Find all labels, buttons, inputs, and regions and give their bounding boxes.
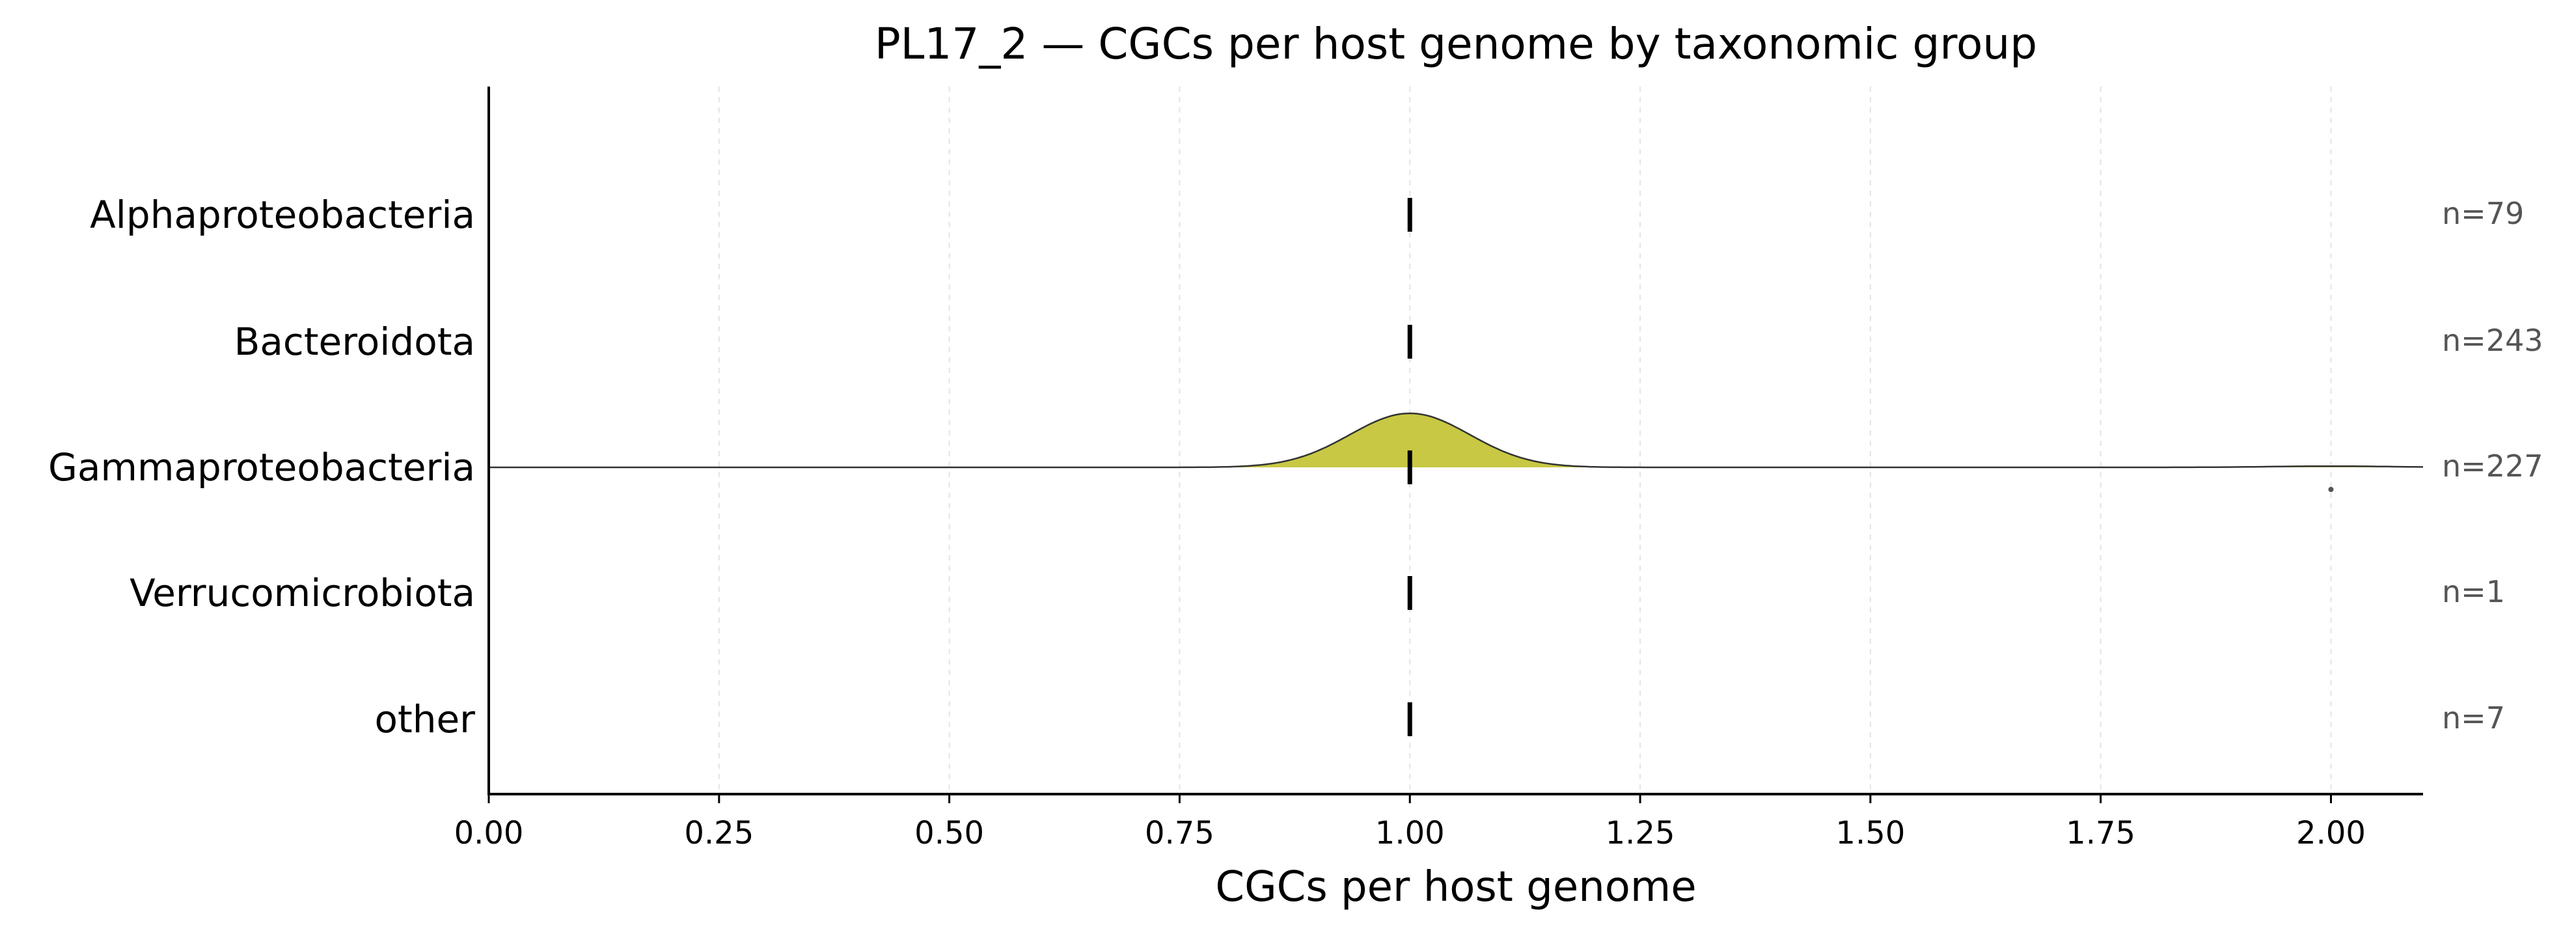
grid-lines (718, 87, 2332, 794)
x-tick-label: 1.25 (1606, 815, 1675, 851)
count-label: n=243 (2442, 323, 2543, 358)
x-tick-label: 1.50 (1835, 815, 1905, 851)
chart-title: PL17_2 — CGCs per host genome by taxonom… (875, 19, 2037, 69)
x-tick-label: 0.25 (684, 815, 754, 851)
x-tick-label: 2.00 (2296, 815, 2366, 851)
count-label: n=7 (2442, 700, 2505, 736)
x-tick-label: 0.00 (454, 815, 524, 851)
density-area (489, 413, 2423, 467)
ridges (489, 198, 2423, 736)
x-tick-label: 1.75 (2066, 815, 2135, 851)
category-label: Bacteroidota (234, 320, 475, 364)
category-labels: Alphaproteobacteria Bacteroidota Gammaprot… (48, 193, 475, 741)
x-tick-label: 1.00 (1375, 815, 1445, 851)
x-axis-label: CGCs per host genome (1215, 863, 1696, 911)
category-label: Alphaproteobacteria (90, 193, 475, 237)
category-label: Verrucomicrobiota (130, 571, 475, 615)
count-label: n=227 (2442, 448, 2543, 484)
category-label: other (374, 697, 475, 741)
x-tick-label: 0.75 (1145, 815, 1214, 851)
count-label: n=79 (2442, 196, 2524, 231)
n-labels: n=79 n=243 n=227 n=1 n=7 (2442, 196, 2543, 736)
x-ticks: 0.00 0.25 0.50 0.75 1.00 1.25 1.50 1.75 2.00 (454, 794, 2366, 851)
count-label: n=1 (2442, 574, 2505, 609)
category-label: Gammaproteobacteria (48, 445, 475, 489)
x-tick-label: 0.50 (914, 815, 984, 851)
outlier-point (2328, 487, 2334, 492)
density-outline (489, 412, 2423, 469)
